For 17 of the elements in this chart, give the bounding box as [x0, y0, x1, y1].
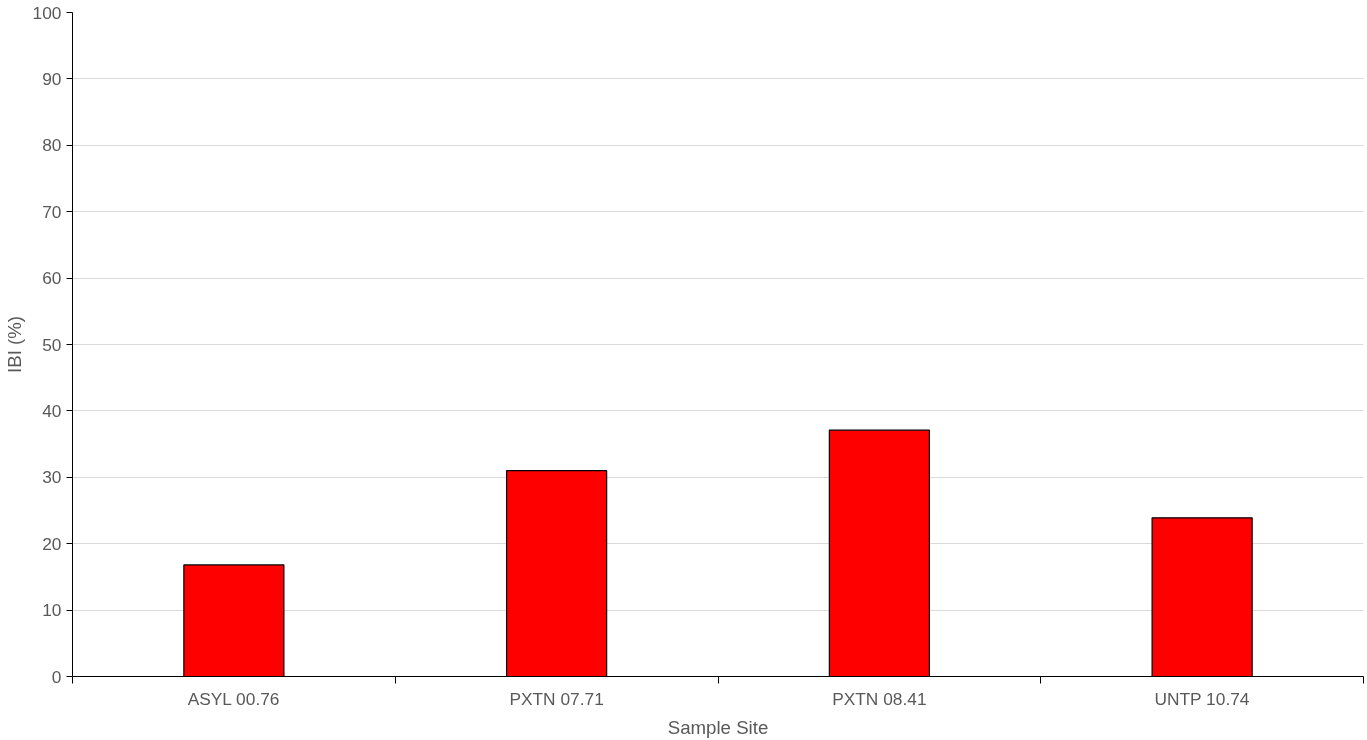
x-tick-label: PXTN 07.71	[509, 688, 604, 709]
y-tick-label: 10	[42, 600, 62, 621]
y-tick-label: 60	[42, 268, 62, 289]
y-tick-label: 20	[42, 533, 62, 554]
x-axis-title: Sample Site	[667, 716, 769, 738]
x-tick-label: PXTN 08.41	[832, 688, 927, 709]
y-tick-label: 0	[51, 666, 62, 687]
x-tick-label: ASYL 00.76	[187, 688, 280, 709]
y-tick-label: 30	[42, 467, 62, 488]
y-tick-label: 50	[42, 334, 62, 355]
y-tick-label: 90	[42, 68, 62, 89]
y-tick-label: 40	[42, 400, 62, 421]
x-tick-label: UNTP 10.74	[1154, 688, 1250, 709]
y-axis-title: IBI (%)	[3, 315, 25, 373]
y-tick-label: 70	[42, 201, 62, 222]
y-tick-label: 100	[32, 2, 62, 23]
y-tick-label: 80	[42, 135, 62, 156]
